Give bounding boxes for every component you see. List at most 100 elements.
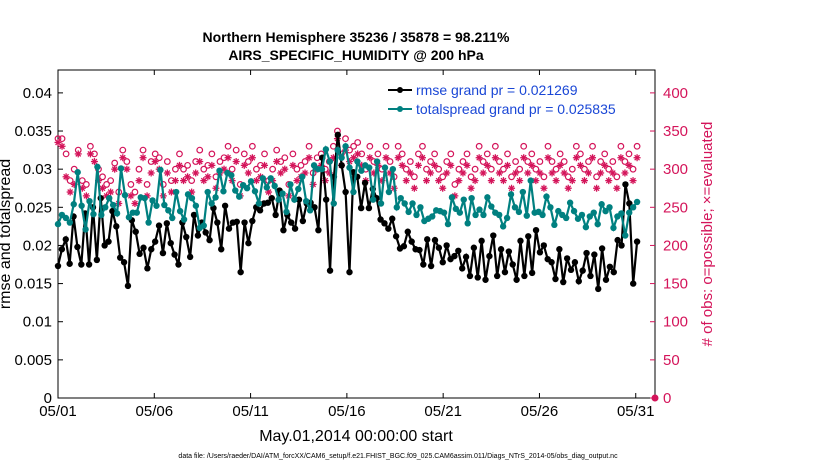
rmse-point xyxy=(470,244,478,251)
y2-axis: 0 50 100 150 200 250 300 350 400 xyxy=(650,85,688,407)
totalspread-point xyxy=(165,207,172,214)
x-tick-label: 05/21 xyxy=(424,403,462,420)
totalspread-point xyxy=(90,210,97,218)
rmse-point xyxy=(521,272,528,280)
evaluated-count-marker xyxy=(273,158,281,166)
totalspread-point xyxy=(117,165,125,172)
possible-count-marker xyxy=(581,165,588,173)
totalspread-point xyxy=(393,204,400,211)
evaluated-count-marker xyxy=(617,154,625,162)
rmse-point xyxy=(455,247,462,254)
evaluated-count-marker xyxy=(564,184,572,192)
possible-count-marker xyxy=(261,150,268,158)
rmse-point xyxy=(299,217,307,225)
rmse-point xyxy=(116,254,124,261)
possible-count-marker xyxy=(459,158,467,165)
possible-count-marker xyxy=(593,173,600,181)
possible-count-marker xyxy=(216,158,224,165)
rmse-point xyxy=(218,246,225,253)
possible-count-marker xyxy=(386,158,394,165)
evaluated-count-marker xyxy=(621,169,629,177)
evaluated-count-marker xyxy=(544,154,552,162)
rmse-point xyxy=(171,251,178,258)
x-tick-label: 05/31 xyxy=(617,403,655,420)
totalspread-point xyxy=(200,222,207,229)
x-axis: 05/01 05/06 05/11 05/16 05/21 05/26 05/31 xyxy=(39,70,655,420)
totalspread-point xyxy=(153,202,160,209)
totalspread-point xyxy=(94,163,101,171)
rmse-point xyxy=(595,285,602,293)
possible-count-marker xyxy=(528,150,536,158)
y-tick-label: 0.01 xyxy=(23,314,52,331)
possible-count-marker xyxy=(66,177,74,185)
rmse-point xyxy=(556,246,563,253)
evaluated-count-marker xyxy=(398,161,406,169)
possible-count-marker xyxy=(135,165,143,173)
evaluated-count-marker xyxy=(135,177,143,185)
totalspread-point xyxy=(444,220,452,228)
possible-count-marker xyxy=(447,150,455,158)
rmse-point xyxy=(583,249,590,257)
rmse-point xyxy=(62,236,69,243)
rmse-point xyxy=(540,242,548,249)
totalspread-point xyxy=(161,201,168,209)
evaluated-count-marker xyxy=(447,161,455,169)
totalspread-point xyxy=(291,196,298,203)
totalspread-point xyxy=(66,219,74,226)
evaluated-count-marker xyxy=(556,161,564,169)
totalspread-point xyxy=(606,204,613,211)
evaluated-count-marker xyxy=(305,154,313,162)
totalspread-point xyxy=(157,166,164,174)
rmse-point xyxy=(567,266,575,274)
rmse-point xyxy=(175,261,182,268)
evaluated-count-marker xyxy=(576,161,584,169)
evaluated-count-marker xyxy=(196,158,204,166)
totalspread-point xyxy=(503,214,511,222)
totalspread-point xyxy=(74,169,81,176)
possible-count-marker xyxy=(451,181,459,188)
totalspread-point xyxy=(539,211,546,219)
totalspread-point xyxy=(629,204,637,211)
possible-count-marker xyxy=(184,161,191,169)
evaluated-count-marker xyxy=(471,177,479,185)
evaluated-count-marker xyxy=(86,150,94,158)
possible-count-marker xyxy=(508,173,515,181)
totalspread-point xyxy=(456,209,464,216)
x-tick-label: 05/26 xyxy=(521,403,559,420)
totalspread-point xyxy=(507,191,515,198)
evaluated-count-marker xyxy=(127,192,135,200)
totalspread-point xyxy=(626,209,633,216)
possible-count-marker xyxy=(103,181,110,188)
evaluated-count-marker xyxy=(629,177,637,185)
totalspread-point xyxy=(247,178,255,185)
possible-count-marker xyxy=(483,150,491,158)
rmse-point xyxy=(548,259,555,266)
totalspread-point xyxy=(622,232,629,239)
rmse-point xyxy=(389,215,396,222)
y-tick-label: 0 xyxy=(44,390,52,407)
rmse-point xyxy=(66,260,73,267)
y2-axis-label: # of obs: o=possible; ×=evaluated xyxy=(699,122,716,347)
rmse-point xyxy=(490,232,497,239)
totalspread-point xyxy=(570,207,578,215)
possible-count-marker xyxy=(532,165,540,173)
possible-count-marker xyxy=(536,158,544,165)
y2-tick-label: 350 xyxy=(663,123,688,140)
possible-count-marker xyxy=(240,150,248,158)
totalspread-point xyxy=(169,214,176,222)
totalspread-point xyxy=(149,197,156,204)
possible-count-marker xyxy=(86,142,94,150)
possible-count-marker xyxy=(415,150,422,158)
totalspread-point xyxy=(204,188,211,196)
x-axis-label: May.01,2014 00:00:00 start xyxy=(259,428,453,445)
rmse-point xyxy=(563,255,571,262)
possible-count-marker xyxy=(58,135,66,143)
rmse-point xyxy=(190,211,198,219)
possible-count-marker xyxy=(269,165,277,173)
totalspread-point xyxy=(216,167,223,174)
totalspread-point xyxy=(488,203,495,210)
possible-count-marker xyxy=(475,142,483,150)
totalspread-point xyxy=(236,193,243,200)
possible-count-marker xyxy=(244,158,252,165)
